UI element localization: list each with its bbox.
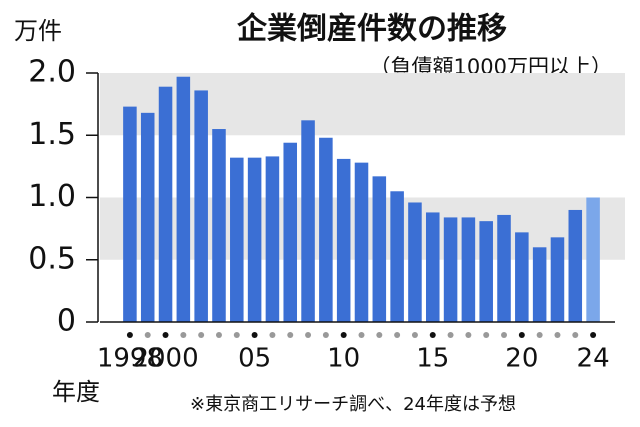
x-tick-dot	[465, 332, 472, 338]
x-tick-label: 1998	[97, 344, 163, 374]
bar	[425, 212, 440, 322]
bar	[230, 157, 244, 322]
x-tick-dot	[180, 332, 187, 338]
x-tick-dot	[358, 332, 365, 338]
bar	[123, 106, 137, 323]
y-tick-label: 2.0	[28, 55, 76, 90]
x-tick-dot	[144, 332, 151, 338]
y-tick-label: 0.5	[28, 241, 76, 276]
y-tick-label: 1.0	[28, 179, 76, 214]
x-tick-dot	[554, 332, 561, 338]
x-tick-dot	[536, 332, 543, 338]
bar	[336, 158, 351, 322]
x-tick-label: 2000	[132, 344, 198, 374]
bar	[158, 86, 173, 322]
bar	[176, 76, 191, 322]
x-tick-label: 05	[238, 344, 271, 374]
x-tick-label: 10	[327, 344, 360, 374]
bar	[532, 247, 547, 322]
x-tick-dot	[590, 332, 597, 338]
bar	[390, 191, 404, 322]
x-tick-dot	[394, 332, 401, 338]
x-tick-dot	[501, 332, 508, 338]
bar	[319, 137, 333, 322]
x-tick-label: 15	[416, 344, 449, 374]
bar	[550, 237, 565, 322]
x-tick-dot	[483, 332, 490, 338]
bar	[212, 129, 226, 322]
bar	[247, 157, 262, 322]
bar	[140, 112, 155, 322]
x-tick-dot	[287, 332, 294, 338]
bar	[301, 120, 315, 322]
x-tick-dot	[305, 332, 312, 338]
bar	[461, 217, 476, 322]
x-unit: 年度	[52, 378, 100, 406]
bar	[354, 162, 369, 322]
x-tick-dot	[269, 332, 276, 338]
x-tick-dot	[215, 332, 222, 338]
bar	[265, 156, 280, 322]
chart-title: 企業倒産件数の推移	[237, 12, 507, 47]
x-tick-label: 24	[577, 344, 610, 374]
x-tick-dot	[198, 332, 205, 338]
x-tick-dot	[162, 332, 169, 338]
x-tick-dot	[447, 332, 454, 338]
x-tick-dot	[572, 332, 579, 338]
x-tick-label: 20	[505, 344, 538, 374]
y-tick-label: 0	[57, 304, 76, 339]
y-tick-label: 1.5	[28, 117, 76, 152]
bar	[443, 217, 458, 322]
bar	[586, 197, 600, 322]
bar	[515, 232, 529, 322]
bar	[372, 176, 387, 322]
x-tick-dot	[126, 332, 133, 338]
x-tick-dot	[251, 332, 258, 338]
x-tick-dot	[518, 332, 525, 338]
x-tick-dot	[322, 332, 329, 338]
bar	[568, 209, 583, 322]
source-note: ※東京商工リサーチ調べ、24年度は予想	[190, 394, 516, 415]
x-tick-dot	[233, 332, 240, 338]
bar	[479, 221, 493, 322]
y-unit: 万件	[14, 17, 62, 45]
bar	[408, 202, 422, 322]
x-tick-dot	[429, 332, 436, 338]
x-tick-dot	[340, 332, 347, 338]
bar	[194, 90, 208, 323]
x-tick-dot	[411, 332, 418, 338]
bar	[497, 214, 511, 322]
x-tick-dot	[376, 332, 383, 338]
bar	[283, 142, 298, 322]
